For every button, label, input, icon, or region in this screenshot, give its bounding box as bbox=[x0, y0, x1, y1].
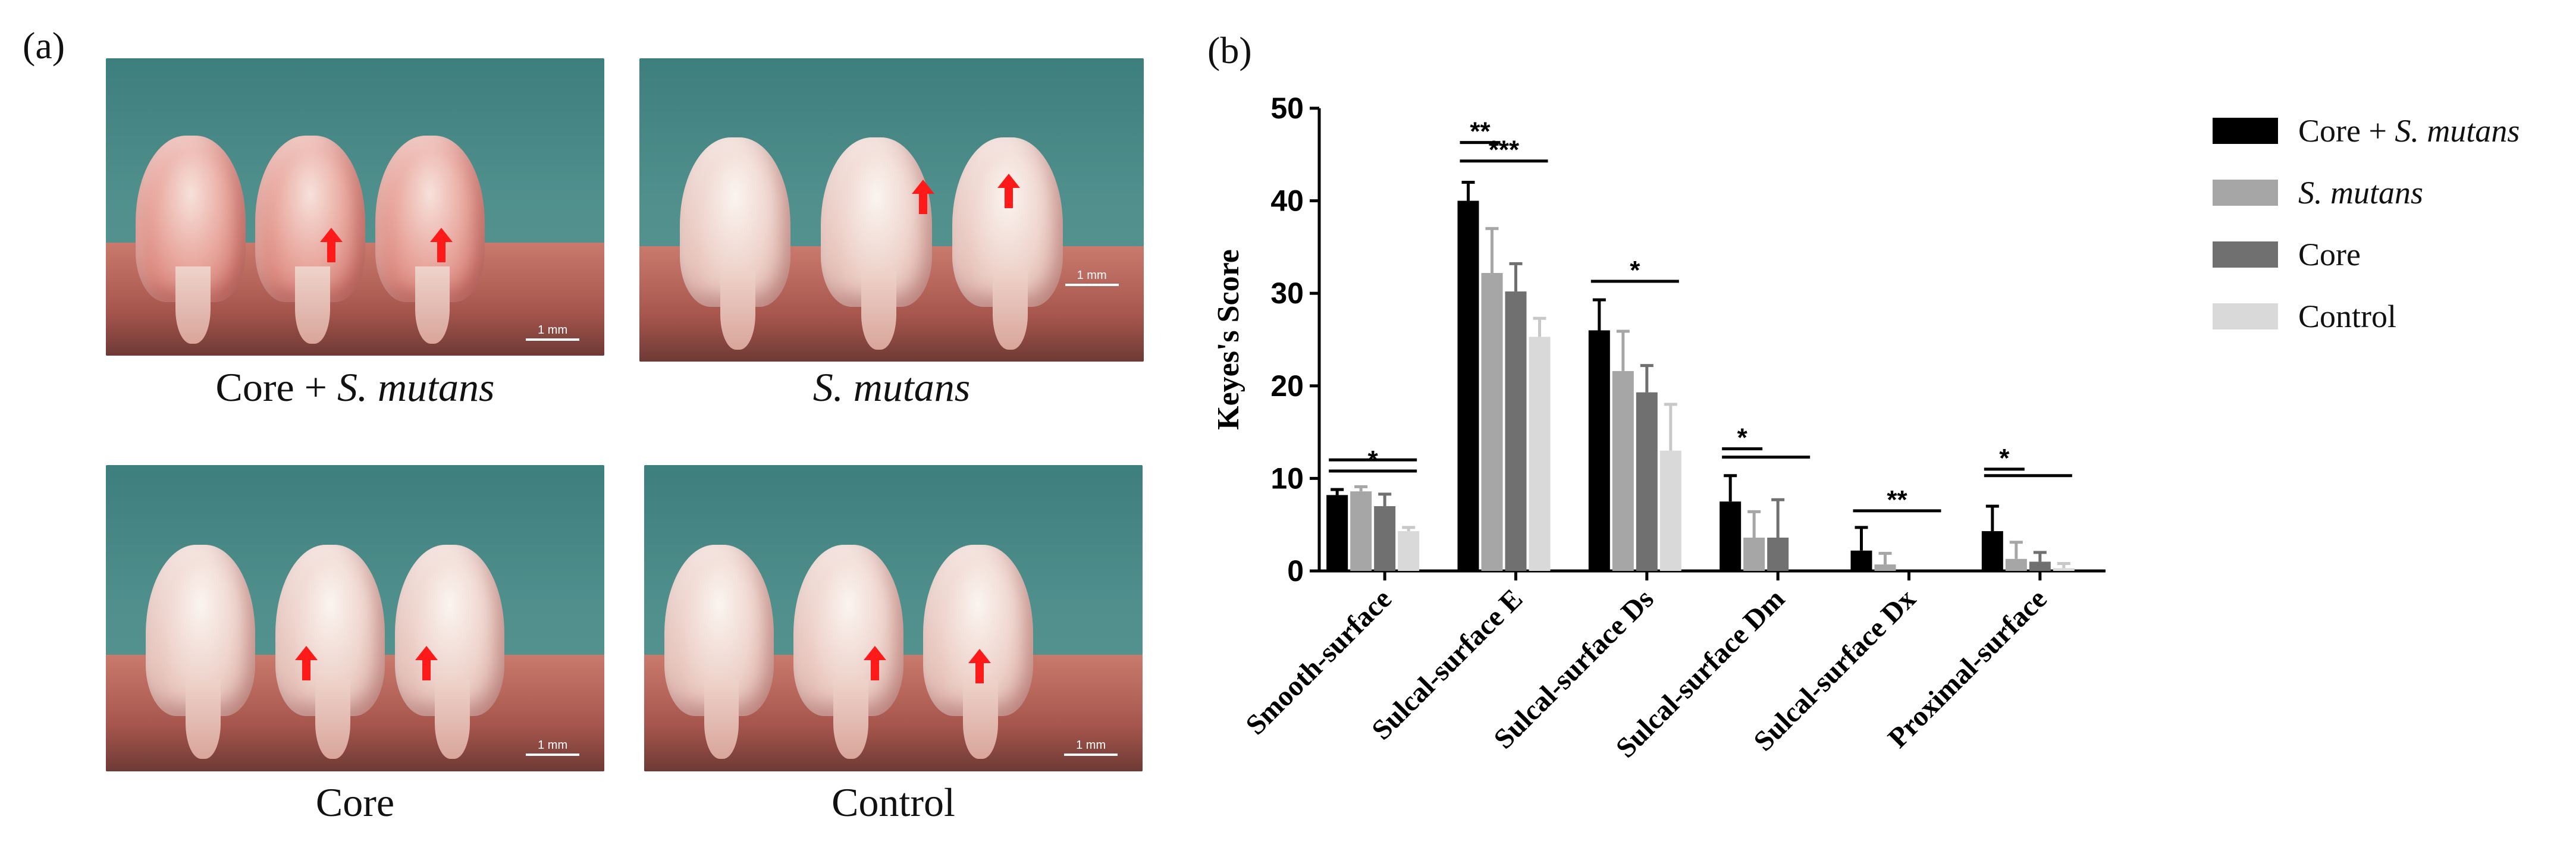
bar bbox=[1350, 491, 1372, 571]
legend-item: Core + S. mutans bbox=[2213, 113, 2519, 149]
legend-swatch bbox=[2213, 303, 2278, 329]
y-tick-label: 10 bbox=[1270, 462, 1304, 495]
bar bbox=[1981, 531, 2003, 571]
bar bbox=[1457, 200, 1479, 572]
y-tick-label: 30 bbox=[1270, 277, 1304, 310]
photo-control: 1 mm bbox=[644, 465, 1143, 771]
caption-core: Core bbox=[315, 780, 395, 825]
significance-label: * bbox=[1737, 423, 1748, 453]
significance-label: ** bbox=[1887, 485, 1907, 514]
bar bbox=[1612, 371, 1634, 571]
significance-label: * bbox=[1630, 256, 1640, 285]
legend-label: S. mutans bbox=[2298, 175, 2424, 211]
bar bbox=[1743, 537, 1765, 571]
arrow-icon bbox=[863, 645, 886, 680]
bar bbox=[1659, 450, 1681, 571]
scale-bar: 1 mm bbox=[526, 739, 580, 756]
bar bbox=[1481, 272, 1503, 571]
significance-label: *** bbox=[1489, 136, 1520, 165]
bar bbox=[2005, 558, 2027, 571]
caption-smutans: S. mutans bbox=[812, 365, 971, 410]
panel-a-label: (a) bbox=[23, 24, 65, 67]
photo-smutans: 1 mm bbox=[639, 58, 1144, 362]
y-tick-label: 40 bbox=[1270, 184, 1304, 218]
legend-label: Core + S. mutans bbox=[2298, 113, 2520, 149]
bar bbox=[1636, 392, 1658, 571]
bar bbox=[1374, 506, 1396, 571]
bar bbox=[1588, 330, 1610, 571]
arrow-icon bbox=[415, 645, 438, 680]
y-tick-label: 20 bbox=[1270, 369, 1304, 403]
legend-swatch bbox=[2213, 180, 2278, 206]
scale-bar: 1 mm bbox=[1064, 739, 1118, 756]
legend-label: Control bbox=[2298, 299, 2397, 334]
panel-b-label: (b) bbox=[1207, 29, 1252, 71]
legend-item: Control bbox=[2213, 299, 2396, 334]
arrow-icon bbox=[997, 173, 1021, 208]
caption-core-smutans: Core + S. mutans bbox=[215, 365, 495, 410]
y-tick-label: 0 bbox=[1287, 554, 1304, 588]
caption-control: Control bbox=[832, 780, 955, 825]
significance-label: * bbox=[1999, 444, 2010, 473]
bar bbox=[1874, 564, 1896, 571]
bar bbox=[2029, 561, 2051, 571]
legend-item: Core bbox=[2213, 237, 2361, 272]
y-tick-label: 50 bbox=[1270, 92, 1304, 125]
legend-item: S. mutans bbox=[2213, 175, 2423, 211]
photo-core: 1 mm bbox=[106, 465, 604, 771]
bar bbox=[1529, 337, 1551, 571]
bar bbox=[1505, 291, 1527, 571]
arrow-icon bbox=[429, 228, 453, 262]
bar-chart: Keyes's Score01020304050Smooth-surfaceSu… bbox=[1212, 92, 2106, 764]
bar bbox=[1767, 537, 1789, 571]
photo-core-smutans: 1 mm bbox=[106, 58, 604, 356]
y-axis-label: Keyes's Score bbox=[1212, 249, 1245, 430]
legend-swatch bbox=[2213, 241, 2278, 268]
significance-label: ** bbox=[1470, 117, 1491, 146]
legend-label: Core bbox=[2298, 237, 2361, 272]
arrow-icon bbox=[320, 228, 343, 262]
bar bbox=[1720, 501, 1742, 571]
legend-swatch bbox=[2213, 118, 2278, 144]
arrow-icon bbox=[911, 180, 934, 214]
scale-bar: 1 mm bbox=[1065, 269, 1119, 286]
bar bbox=[2053, 568, 2075, 571]
bar bbox=[1398, 531, 1420, 571]
arrow-icon bbox=[968, 649, 991, 683]
bar bbox=[1850, 550, 1872, 571]
arrow-icon bbox=[295, 645, 318, 680]
bar bbox=[1326, 495, 1348, 571]
scale-bar: 1 mm bbox=[526, 324, 580, 341]
